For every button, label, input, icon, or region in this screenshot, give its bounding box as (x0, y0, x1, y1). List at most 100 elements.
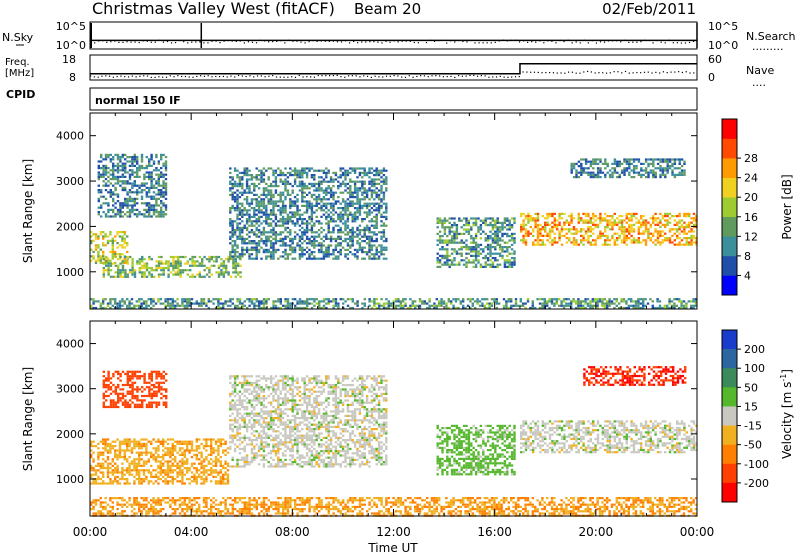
power-cell (580, 173, 583, 176)
power-cell (167, 260, 170, 263)
power-cell (248, 218, 251, 221)
power-cell (482, 248, 485, 251)
power-cell (217, 266, 221, 270)
power-cell (630, 228, 633, 231)
power-cell (361, 246, 364, 249)
power-cell (548, 300, 551, 303)
power-cell (320, 189, 323, 192)
power-cell (510, 239, 514, 242)
nave-point (237, 74, 240, 77)
power-cell (241, 226, 244, 229)
noise-search-point (255, 42, 258, 44)
power-cell (148, 211, 151, 214)
power-cell (262, 231, 266, 234)
power-cell (269, 251, 273, 254)
power-cell (506, 246, 509, 249)
power-cell (296, 213, 299, 216)
power-cell (236, 244, 239, 247)
power-cell (640, 232, 643, 235)
power-cell (349, 235, 352, 238)
power-cell (241, 204, 244, 207)
power-cell (109, 169, 112, 172)
power-cell (325, 204, 328, 207)
power-cell (155, 200, 158, 203)
power-cell (479, 228, 483, 231)
power-cell (368, 248, 371, 251)
power-cell (438, 304, 441, 307)
power-cell (628, 171, 631, 174)
power-cell (238, 226, 242, 229)
power-cell (440, 304, 443, 307)
power-cell (489, 265, 492, 268)
power-cell (349, 204, 352, 207)
power-cell (522, 212, 525, 215)
power-cell (368, 171, 371, 174)
power-cell (436, 261, 439, 264)
power-cell (346, 174, 350, 177)
power-cell (513, 250, 516, 253)
power-cell (100, 191, 103, 194)
power-cell (269, 255, 273, 258)
velocity-cell (118, 478, 122, 481)
power-cell (102, 235, 105, 238)
power-cell (688, 215, 691, 218)
power-cell (243, 191, 246, 194)
power-cell (551, 221, 554, 224)
power-cell (262, 174, 266, 177)
power-cell (690, 300, 693, 303)
noise-search-point (126, 41, 128, 43)
power-cell (279, 306, 282, 310)
power-cell (124, 271, 127, 274)
power-cell (508, 226, 511, 229)
power-cell (248, 231, 251, 234)
power-cell (136, 175, 139, 178)
power-cell (236, 176, 239, 179)
power-cell (356, 257, 359, 260)
power-cell (579, 304, 582, 307)
power-cell (695, 239, 698, 242)
power-cell (477, 252, 480, 255)
power-cell (253, 193, 256, 196)
power-cell (507, 306, 510, 310)
power-cell (165, 260, 168, 263)
power-cell (277, 209, 280, 212)
power-cell (106, 235, 110, 238)
power-cell (298, 237, 302, 240)
power-cell (488, 302, 491, 305)
power-cell (642, 169, 645, 172)
power-cell (102, 171, 105, 174)
power-cell (606, 243, 609, 246)
power-cell (291, 215, 294, 218)
power-cell (284, 189, 287, 192)
power-cell (513, 237, 516, 240)
power-cell (337, 251, 340, 254)
power-cell (671, 165, 674, 168)
power-cell (494, 248, 497, 251)
power-cell (399, 302, 402, 305)
power-cell (342, 302, 345, 305)
power-cell (652, 241, 655, 244)
power-cell (141, 264, 144, 267)
power-cell (325, 255, 328, 258)
power-cell (652, 215, 655, 218)
power-cell (272, 229, 275, 232)
power-cell (145, 306, 148, 310)
power-cell (131, 260, 134, 263)
power-cell (277, 174, 280, 177)
power-cell (107, 171, 110, 174)
power-cell (620, 241, 624, 244)
power-cell (462, 298, 465, 301)
power-cell (524, 228, 528, 231)
velocity-cell (121, 462, 124, 465)
power-cell (260, 174, 263, 177)
power-cell (527, 215, 530, 218)
power-cell (260, 200, 263, 203)
power-cell (102, 269, 105, 272)
power-cell (269, 257, 273, 260)
velocity-cell (99, 478, 102, 481)
power-cell (317, 185, 321, 188)
power-cell (126, 304, 129, 307)
power-cell (680, 171, 684, 174)
power-cell (262, 204, 266, 207)
power-cell (522, 304, 525, 307)
